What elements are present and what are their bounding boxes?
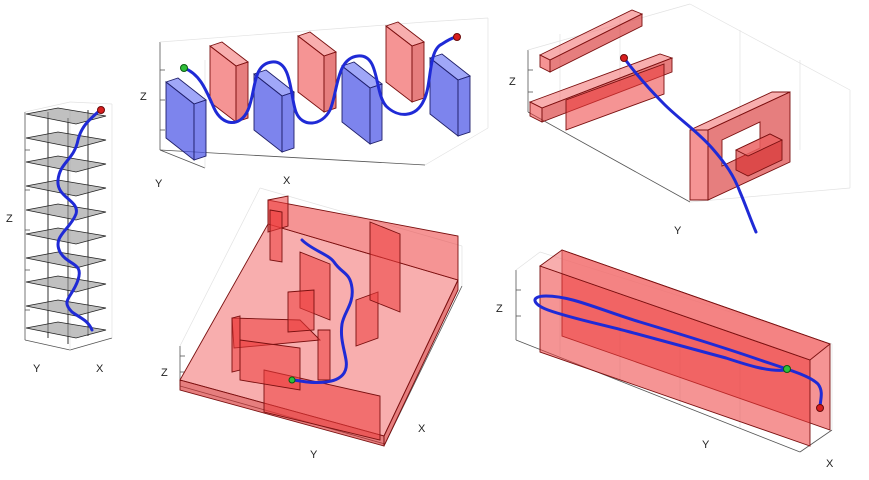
corridor-trajectory bbox=[533, 294, 823, 410]
window-trajectory bbox=[622, 56, 758, 234]
window-y-label: Y bbox=[674, 225, 682, 237]
tower-x-label: X bbox=[96, 363, 104, 375]
slalom-start-marker bbox=[180, 64, 188, 72]
slalom-red-blocks bbox=[209, 21, 425, 123]
tower-y-label: Y bbox=[33, 363, 41, 375]
maze-walls bbox=[179, 195, 459, 447]
window-axes: Z Y bbox=[509, 3, 851, 237]
slalom-axes: Z Y X bbox=[140, 17, 489, 190]
corridor-y-label: Y bbox=[702, 439, 710, 451]
maze-z-label: Z bbox=[161, 367, 168, 379]
maze-start-marker bbox=[288, 376, 296, 384]
maze-y-label: Y bbox=[310, 449, 318, 461]
corridor-x-label: X bbox=[826, 458, 834, 470]
tower-trajectory bbox=[56, 108, 102, 332]
slalom-z-label: Z bbox=[140, 91, 147, 103]
corridor-z-label: Z bbox=[496, 303, 503, 315]
panel-corridor: Z Y X bbox=[496, 249, 834, 470]
slalom-y-label: Y bbox=[155, 178, 163, 190]
panel-maze: Z Y X bbox=[161, 187, 463, 461]
panel-tower: Z Y X bbox=[6, 101, 113, 375]
tower-axes: Z Y X bbox=[6, 101, 113, 375]
corridor-goal-marker bbox=[816, 404, 824, 412]
tower-z-label: Z bbox=[6, 213, 13, 225]
panel-slalom: Z Y X bbox=[140, 17, 489, 190]
slalom-trajectory bbox=[182, 35, 458, 125]
corridor-start-marker bbox=[783, 365, 791, 373]
window-z-label: Z bbox=[509, 76, 516, 88]
maze-trajectory bbox=[290, 238, 354, 385]
slalom-goal-marker bbox=[453, 33, 461, 41]
window-goal-marker bbox=[620, 54, 628, 62]
window-obstacles bbox=[528, 9, 791, 201]
slalom-x-label: X bbox=[283, 175, 291, 187]
panel-window: Z Y bbox=[509, 3, 851, 237]
maze-x-label: X bbox=[418, 423, 426, 435]
tower-goal-marker bbox=[97, 106, 105, 114]
tower-floors bbox=[25, 107, 107, 344]
